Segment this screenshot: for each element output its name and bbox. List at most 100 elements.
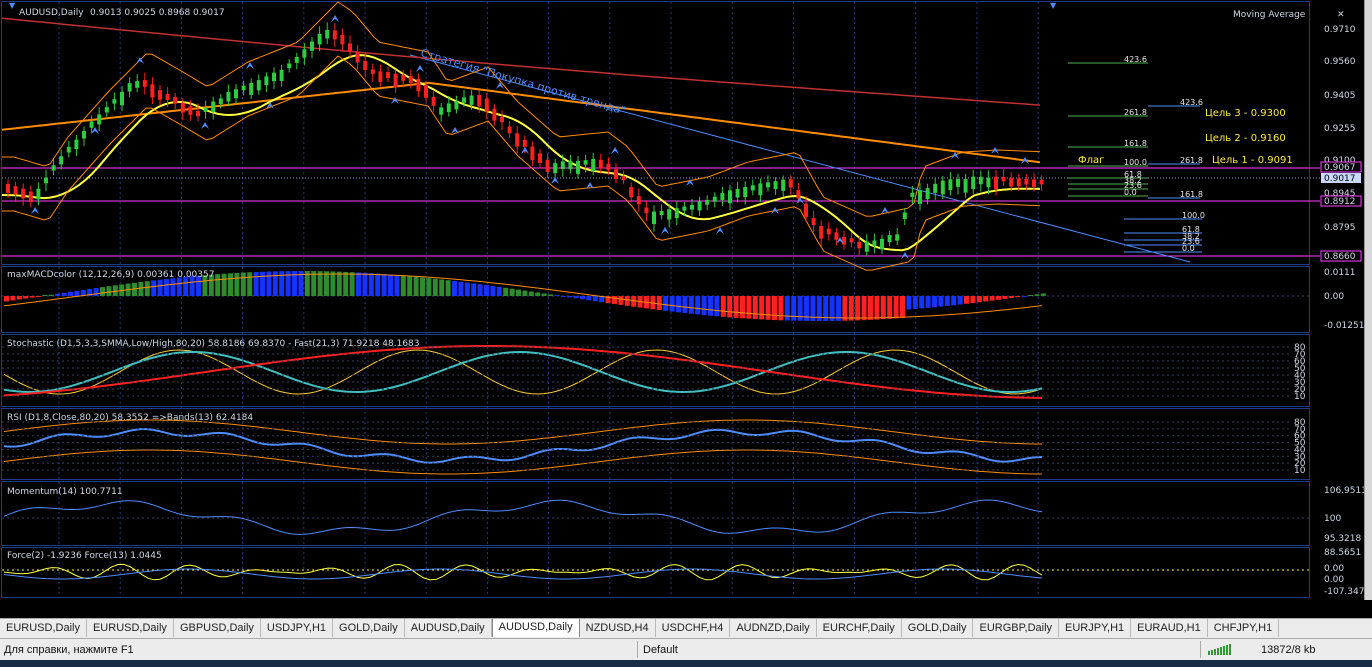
candle-body (127, 83, 132, 92)
macd-bar (1028, 295, 1033, 296)
vertical-scrollbar[interactable] (1364, 0, 1372, 600)
fib-label: 161.8 (1124, 139, 1147, 148)
macd-bar (893, 296, 899, 319)
triangle-down-icon[interactable]: ▼ (9, 1, 16, 10)
chart-tab[interactable]: EURAUD,H1 (1131, 619, 1208, 637)
ma-red (1, 17, 1041, 106)
macd-bar (912, 296, 918, 309)
chart-canvas[interactable]: ▼ AUDUSD,Daily 0.9013 0.9025 0.8968 0.90… (0, 0, 1364, 600)
chart-tab[interactable]: CHFJPY,H1 (1208, 619, 1280, 637)
fractal-arrow-icon (201, 122, 209, 129)
candle-body (978, 176, 983, 185)
macd-bar (279, 271, 285, 296)
macd-bar (823, 296, 829, 321)
candle-body (500, 116, 504, 123)
macd-pane[interactable] (1, 266, 1310, 333)
candle-body (446, 103, 451, 113)
chart-tab[interactable]: AUDUSD,Daily (405, 619, 492, 637)
macd-bar (324, 271, 329, 296)
macd-bar (253, 271, 259, 296)
stochastic-scale: 10 (1294, 392, 1306, 402)
candle-body (880, 238, 884, 250)
macd-bar (36, 296, 41, 297)
macd-bar (138, 281, 144, 296)
macd-bar (362, 272, 368, 296)
macd-bar (970, 296, 976, 304)
candle-body (591, 158, 596, 172)
candle-body (750, 185, 755, 191)
macd-bar (810, 296, 816, 321)
chart-tab[interactable]: EURCHF,Daily (817, 619, 902, 637)
macd-bar (842, 296, 848, 321)
macd-bar (439, 279, 445, 296)
macd-bar (612, 296, 617, 304)
macd-bar (932, 296, 937, 308)
candle-body (454, 101, 459, 110)
rsi-pane[interactable] (1, 408, 1310, 480)
candle-body (712, 196, 717, 202)
candle-body (492, 108, 497, 121)
macd-bar (176, 277, 182, 296)
chart-tab[interactable]: USDCHF,H4 (656, 619, 731, 637)
chart-gap (0, 600, 1372, 618)
fractal-arrow-icon (31, 207, 39, 214)
chart-tab[interactable]: EURGBP,Daily (973, 619, 1060, 637)
macd-bar (336, 271, 342, 296)
macd-bar (797, 296, 803, 321)
macd-bar (874, 296, 880, 320)
fib-label: 261.8 (1124, 108, 1147, 117)
chart-tab[interactable]: AUDUSD,Daily (491, 619, 580, 637)
stochastic-scale: 70 (1294, 350, 1306, 360)
fib-label: 0.0 (1182, 244, 1195, 253)
chart-tab[interactable]: EURUSD,Daily (87, 619, 174, 637)
candle-body (332, 30, 337, 40)
stochastic-scale: 60 (1294, 357, 1306, 367)
stochastic-pane[interactable] (1, 334, 1310, 407)
macd-bar (381, 274, 387, 296)
chart-tab[interactable]: USDJPY,H1 (261, 619, 334, 637)
candle-body (933, 183, 938, 193)
chart-tab[interactable]: GOLD,Daily (902, 619, 974, 637)
chart-tab[interactable]: NZDUSD,H4 (580, 619, 656, 637)
profile-name[interactable]: Default (643, 644, 678, 656)
macd-bar (432, 278, 438, 296)
chart-tab[interactable]: GBPUSD,Daily (174, 619, 261, 637)
macd-bar (420, 277, 425, 296)
macd-bar (106, 286, 112, 296)
momentum-pane[interactable] (1, 481, 1310, 546)
chart-tab[interactable]: EURUSD,Daily (0, 619, 87, 637)
rsi-scale: 80 (1294, 418, 1306, 428)
candle-body (895, 234, 900, 241)
chart-shift-marker-icon[interactable]: ▼ (1050, 1, 1057, 10)
macd-bar (42, 295, 48, 296)
candle-body (272, 72, 276, 82)
candle-body (606, 163, 611, 171)
main-pane[interactable] (1, 1, 1310, 265)
macd-bar (983, 296, 989, 302)
macd-bar (164, 278, 169, 296)
macd-bar (144, 281, 150, 296)
candle-body (849, 238, 854, 243)
candle-body (887, 235, 892, 243)
chart-window[interactable]: ▼ AUDUSD,Daily 0.9013 0.9025 0.8968 0.90… (0, 0, 1364, 600)
candle-body (469, 95, 474, 105)
candle-body (36, 188, 41, 200)
force-pane[interactable] (1, 547, 1310, 598)
macd-bar (458, 281, 464, 296)
chart-tab[interactable]: GOLD,Daily (333, 619, 405, 637)
candle-body (986, 177, 991, 188)
status-divider (1200, 641, 1201, 658)
macd-bar (592, 296, 598, 302)
traffic-counter: 13872/8 kb (1261, 644, 1316, 656)
chart-tab[interactable]: EURJPY,H1 (1059, 619, 1132, 637)
price-label: 0.9405 (1324, 91, 1356, 101)
trend-line (409, 54, 1191, 263)
macd-bar (1034, 294, 1040, 296)
candle-body (834, 232, 839, 240)
candle-body (363, 60, 368, 70)
close-icon[interactable]: ✕ (1337, 10, 1345, 20)
chart-tab[interactable]: AUDNZD,Daily (730, 619, 817, 637)
macd-bar (10, 296, 16, 301)
macd-bar (215, 274, 221, 296)
candle-body (773, 181, 778, 190)
